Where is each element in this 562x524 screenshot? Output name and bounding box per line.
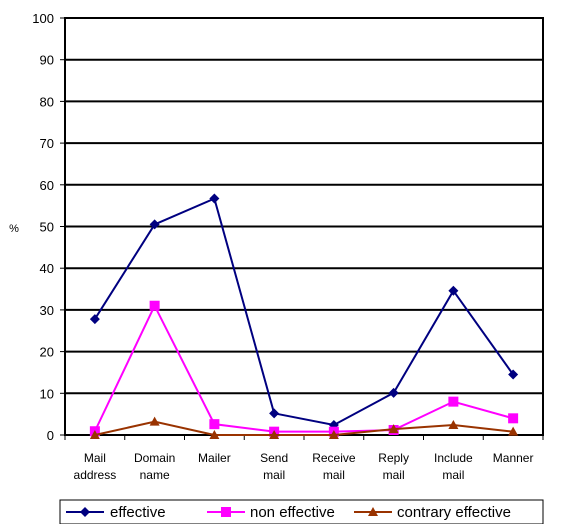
series-line [93, 303, 514, 433]
x-tick-label-line: Mail [84, 451, 106, 465]
x-tick-label: Reply mail [378, 451, 409, 482]
data-point [209, 419, 220, 430]
x-tick-label-line: mail [383, 468, 405, 482]
legend-label: contrary effective [397, 504, 511, 521]
y-axis-label: % [9, 223, 19, 235]
legend-item: contrary effective [354, 504, 511, 521]
data-point [149, 416, 160, 426]
y-tick-label: 90 [40, 53, 54, 68]
y-tick-label: 10 [40, 386, 54, 401]
data-point [149, 300, 160, 311]
x-tick-label: Manner [493, 451, 534, 465]
data-point [388, 387, 399, 398]
x-tick-label: Receive mail [312, 451, 356, 482]
legend-label: effective [110, 504, 166, 521]
x-tick-label-line: Receive [312, 451, 356, 465]
data-point [508, 413, 519, 424]
series-contrary-effective [89, 416, 519, 439]
x-tick-label: Include mail [434, 451, 473, 482]
data-point [448, 285, 459, 296]
data-point [508, 369, 519, 380]
data-point [269, 408, 280, 419]
x-tick-label-line: Include [434, 451, 473, 465]
y-tick-label: 70 [40, 136, 54, 151]
y-tick-label: 40 [40, 261, 54, 276]
gridlines [64, 17, 544, 440]
series-line [94, 420, 514, 436]
data-point [388, 424, 399, 434]
x-tick-label-line: address [74, 468, 117, 482]
legend-marker [80, 507, 90, 517]
data-point [89, 314, 100, 325]
x-tick-label: Send mail [260, 451, 288, 482]
y-tick-label: 30 [40, 303, 54, 318]
y-tick-label: 80 [40, 94, 54, 109]
data-point [328, 430, 339, 439]
x-tick-label-line: Send [260, 451, 288, 465]
series-line [94, 197, 514, 427]
series-effective [89, 193, 519, 430]
y-tick-label: 60 [40, 178, 54, 193]
x-tick-label-line: Manner [493, 451, 534, 465]
legend-box [59, 499, 544, 524]
y-tick-label: 50 [40, 220, 54, 235]
series-group [89, 193, 519, 439]
x-tick-label-line: mail [323, 468, 345, 482]
data-point [448, 396, 459, 407]
series-non-effective [89, 300, 519, 437]
x-tick-label-line: Mailer [198, 451, 231, 465]
legend-item: non effective [207, 504, 335, 521]
data-point [209, 430, 220, 439]
data-point [508, 426, 519, 436]
data-point [448, 419, 459, 429]
data-point [149, 219, 160, 230]
legend: effective non effective contrary effective [59, 499, 544, 524]
x-tick-label-line: Domain [134, 451, 175, 465]
x-tick-label-line: name [140, 468, 170, 482]
x-tick-label-line: mail [263, 468, 285, 482]
x-tick-label: Domain name [134, 451, 175, 482]
x-tick-label: Mail address [74, 451, 117, 482]
x-tick-label-line: Reply [378, 451, 409, 465]
legend-marker [368, 507, 378, 516]
x-tick-label-line: mail [442, 468, 464, 482]
data-point [209, 193, 220, 204]
y-tick-label: 100 [32, 11, 54, 26]
data-point [89, 430, 100, 439]
x-tick-label: Mailer [198, 451, 231, 465]
legend-marker [221, 507, 231, 517]
y-tick-label: 0 [47, 428, 54, 443]
legend-item: effective [66, 504, 166, 521]
legend-label: non effective [250, 504, 335, 521]
y-tick-label: 20 [40, 345, 54, 360]
y-axis-ticks: 0 10 20 30 40 50 60 70 80 90 100 [32, 11, 65, 443]
data-point [269, 430, 280, 439]
